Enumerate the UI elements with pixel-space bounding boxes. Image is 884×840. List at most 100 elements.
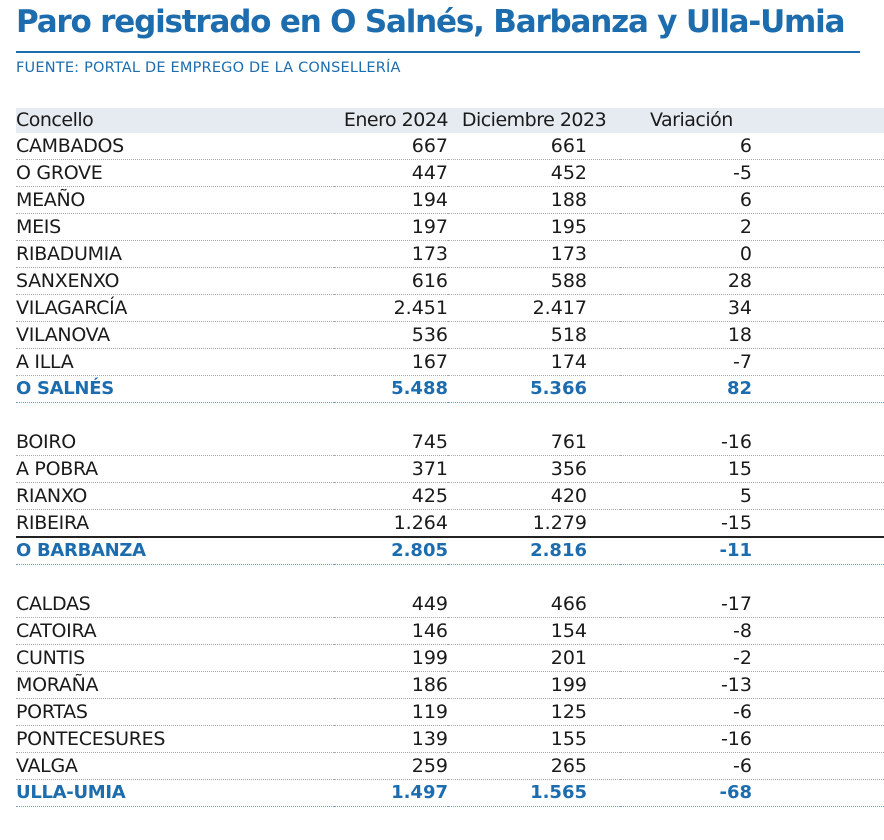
group-spacer <box>16 565 884 592</box>
cell-diciembre-2023: 761 <box>448 429 620 456</box>
cell-diciembre-2023: 155 <box>448 725 620 753</box>
cell-diciembre-2023: 174 <box>448 348 620 376</box>
cell-concello: SANXENXO <box>16 267 334 295</box>
table-row: SANXENXO 616 588 28 <box>16 267 884 295</box>
column-header-enero-2024: Enero 2024 <box>334 108 448 133</box>
cell-diciembre-2023: 188 <box>448 186 620 214</box>
cell-concello: CATOIRA <box>16 617 334 645</box>
cell-concello: VALGA <box>16 752 334 780</box>
table-row: CATOIRA 146 154 -8 <box>16 617 884 645</box>
cell-enero-2024: 173 <box>334 240 448 268</box>
cell-variacion: 0 <box>620 240 884 268</box>
cell-enero-2024: 447 <box>334 159 448 187</box>
table-row: VILAGARCÍA 2.451 2.417 34 <box>16 294 884 322</box>
cell-enero-2024: 194 <box>334 186 448 214</box>
spacer-cell <box>16 565 884 592</box>
cell-variacion: 5 <box>620 482 884 510</box>
cell-concello: A ILLA <box>16 348 334 376</box>
total-row: O BARBANZA 2.805 2.816 -11 <box>16 537 884 565</box>
cell-enero-2024: 536 <box>334 321 448 349</box>
total-cell-concello: O SALNÉS <box>16 375 334 403</box>
title-divider <box>16 51 860 53</box>
cell-diciembre-2023: 518 <box>448 321 620 349</box>
cell-concello: RIANXO <box>16 482 334 510</box>
table-row: BOIRO 745 761 -16 <box>16 429 884 456</box>
cell-diciembre-2023: 154 <box>448 617 620 645</box>
total-cell-enero-2024: 2.805 <box>334 537 448 565</box>
cell-concello: O GROVE <box>16 159 334 187</box>
cell-enero-2024: 259 <box>334 752 448 780</box>
table-row: CUNTIS 199 201 -2 <box>16 644 884 672</box>
cell-variacion: 28 <box>620 267 884 295</box>
cell-variacion: 6 <box>620 186 884 214</box>
cell-variacion: -17 <box>620 591 884 618</box>
cell-enero-2024: 449 <box>334 591 448 618</box>
table-row: PORTAS 119 125 -6 <box>16 698 884 726</box>
cell-enero-2024: 2.451 <box>334 294 448 322</box>
table-row: MEIS 197 195 2 <box>16 213 884 241</box>
cell-enero-2024: 139 <box>334 725 448 753</box>
spacer-cell <box>16 403 884 430</box>
cell-diciembre-2023: 588 <box>448 267 620 295</box>
cell-concello: VILAGARCÍA <box>16 294 334 322</box>
total-row: O SALNÉS 5.488 5.366 82 <box>16 375 884 403</box>
table-row: MORAÑA 186 199 -13 <box>16 671 884 699</box>
cell-concello: MEAÑO <box>16 186 334 214</box>
table-row: MEAÑO 194 188 6 <box>16 186 884 214</box>
cell-variacion: -6 <box>620 752 884 780</box>
table-row: PONTECESURES 139 155 -16 <box>16 725 884 753</box>
cell-variacion: -16 <box>620 725 884 753</box>
cell-concello: MEIS <box>16 213 334 241</box>
table-row: VALGA 259 265 -6 <box>16 752 884 780</box>
table-body: CAMBADOS 667 661 6 O GROVE 447 452 -5 MEAÑO 194 18… <box>16 133 884 807</box>
cell-concello: CUNTIS <box>16 644 334 672</box>
total-cell-variacion: 82 <box>620 375 884 403</box>
table-row: O GROVE 447 452 -5 <box>16 159 884 187</box>
table-row: RIANXO 425 420 5 <box>16 482 884 510</box>
data-table: Concello Enero 2024 Diciembre 2023 Varia… <box>16 108 884 807</box>
cell-diciembre-2023: 195 <box>448 213 620 241</box>
cell-enero-2024: 197 <box>334 213 448 241</box>
cell-variacion: -6 <box>620 698 884 726</box>
total-row: ULLA-UMIA 1.497 1.565 -68 <box>16 779 884 807</box>
cell-enero-2024: 425 <box>334 482 448 510</box>
cell-concello: PORTAS <box>16 698 334 726</box>
total-cell-variacion: -11 <box>620 537 884 565</box>
cell-diciembre-2023: 1.279 <box>448 509 620 538</box>
cell-variacion: -7 <box>620 348 884 376</box>
cell-enero-2024: 667 <box>334 133 448 160</box>
table-row: VILANOVA 536 518 18 <box>16 321 884 349</box>
cell-enero-2024: 199 <box>334 644 448 672</box>
column-header-concello: Concello <box>16 108 334 133</box>
table-row: CAMBADOS 667 661 6 <box>16 133 884 160</box>
cell-diciembre-2023: 661 <box>448 133 620 160</box>
cell-variacion: 2 <box>620 213 884 241</box>
cell-concello: CAMBADOS <box>16 133 334 160</box>
cell-diciembre-2023: 356 <box>448 455 620 483</box>
cell-variacion: 15 <box>620 455 884 483</box>
column-header-diciembre-2023: Diciembre 2023 <box>448 108 620 133</box>
table-row: RIBADUMIA 173 173 0 <box>16 240 884 268</box>
cell-variacion: 34 <box>620 294 884 322</box>
cell-concello: A POBRA <box>16 455 334 483</box>
table-row: A POBRA 371 356 15 <box>16 455 884 483</box>
cell-variacion: -2 <box>620 644 884 672</box>
cell-enero-2024: 1.264 <box>334 509 448 538</box>
cell-variacion: -15 <box>620 509 884 538</box>
cell-variacion: -8 <box>620 617 884 645</box>
table-row: A ILLA 167 174 -7 <box>16 348 884 376</box>
table-row: CALDAS 449 466 -17 <box>16 591 884 618</box>
cell-diciembre-2023: 466 <box>448 591 620 618</box>
cell-variacion: -5 <box>620 159 884 187</box>
cell-diciembre-2023: 201 <box>448 644 620 672</box>
total-cell-diciembre-2023: 2.816 <box>448 537 620 565</box>
cell-diciembre-2023: 173 <box>448 240 620 268</box>
cell-concello: PONTECESURES <box>16 725 334 753</box>
cell-variacion: 6 <box>620 133 884 160</box>
total-cell-concello: O BARBANZA <box>16 537 334 565</box>
cell-concello: RIBEIRA <box>16 509 334 538</box>
cell-concello: VILANOVA <box>16 321 334 349</box>
group-spacer <box>16 403 884 430</box>
total-cell-enero-2024: 1.497 <box>334 779 448 807</box>
cell-concello: MORAÑA <box>16 671 334 699</box>
